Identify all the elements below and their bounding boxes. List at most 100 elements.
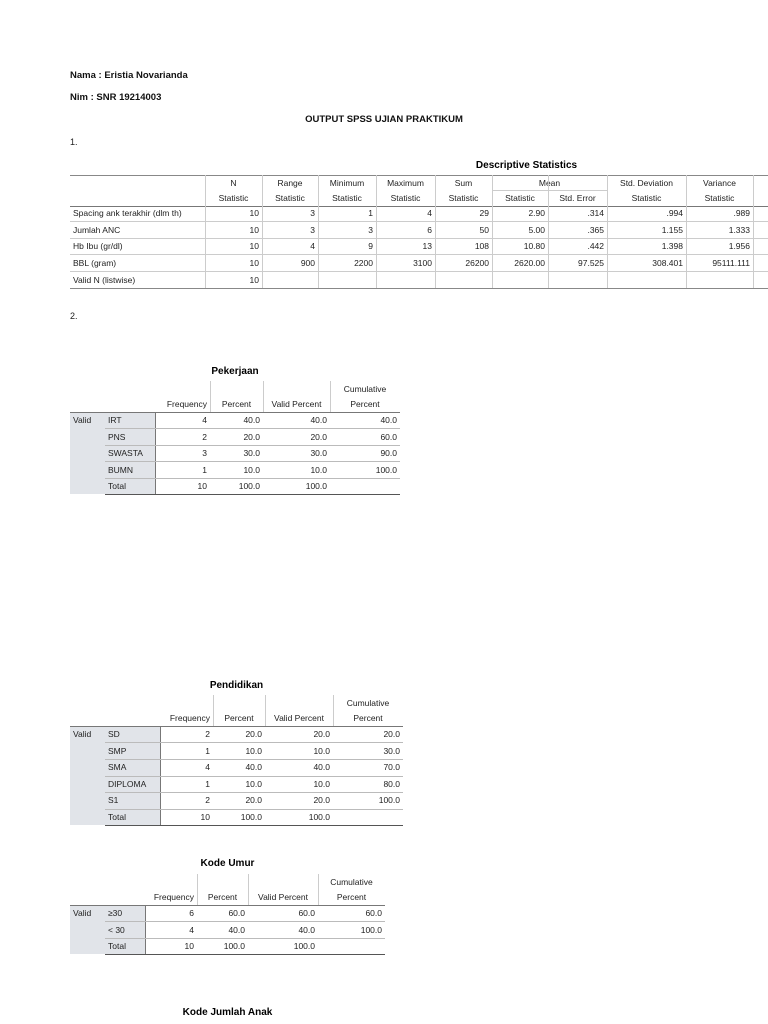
cell-value: 1: [205, 745, 210, 756]
cell-value: 90.0: [380, 448, 397, 458]
cell-value: 70.0: [383, 762, 400, 773]
row-label: Valid N (listwise): [73, 274, 136, 285]
column-header: Valid Percent: [258, 892, 308, 902]
cell-value: .314: [587, 208, 604, 218]
cell-value: 3: [310, 208, 315, 218]
column-subheader: Statistic: [631, 193, 662, 203]
cell-value: 26200: [465, 258, 489, 269]
section-number: 1.: [70, 137, 78, 147]
column-header: Frequency: [153, 892, 194, 902]
rule: [210, 381, 211, 412]
cell-value: 40.0: [245, 762, 262, 773]
group-label: Valid: [73, 908, 92, 918]
cell-value: 10.0: [313, 745, 330, 756]
rule: [105, 428, 400, 429]
cell-value: 100.0: [238, 481, 260, 491]
rule: [263, 381, 264, 412]
row-label: S1: [108, 795, 119, 806]
column-subheader: Statistic: [390, 193, 421, 203]
column-header: Cumulative: [343, 384, 387, 394]
rule: [70, 412, 400, 413]
column-header: Percent: [336, 892, 367, 902]
cell-value: 10.0: [245, 778, 262, 789]
rule: [105, 478, 400, 479]
cell-value: 100.0: [305, 481, 327, 491]
rule: [70, 175, 768, 176]
column-header: Percent: [353, 713, 383, 723]
cell-value: 40.0: [243, 415, 260, 425]
table-title: Kode Umur: [200, 858, 255, 869]
cell-value: 108: [474, 241, 489, 252]
cell-value: 10: [249, 224, 259, 235]
cell-value: 1: [205, 778, 210, 789]
column-header: Variance: [703, 178, 736, 188]
cell-value: 6: [189, 908, 194, 918]
cell-value: 10: [249, 258, 259, 269]
cell-value: 2.90: [528, 208, 545, 218]
cell-value: 3: [310, 224, 315, 235]
rule: [105, 809, 403, 810]
rule: [435, 175, 436, 288]
student-nim: Nim : SNR 19214003: [70, 92, 162, 103]
rule: [70, 271, 768, 272]
cell-value: 900: [300, 258, 315, 269]
rule: [105, 494, 400, 495]
row-label: < 30: [108, 924, 125, 935]
row-label: Total: [108, 941, 126, 951]
row-label: BBL (gram): [73, 258, 117, 269]
cell-value: 10: [249, 241, 259, 252]
cell-value: 40.0: [380, 415, 397, 425]
cell-value: 60.0: [298, 908, 315, 918]
cell-value: .365: [587, 224, 604, 235]
rule: [70, 726, 403, 727]
group-label: Valid: [73, 415, 92, 425]
cell-value: 10.0: [310, 464, 327, 475]
rule: [753, 175, 754, 288]
column-subheader: Statistic: [704, 193, 735, 203]
cell-value: 97.525: [578, 258, 604, 269]
row-label: SD: [108, 729, 120, 739]
cell-value: 80.0: [383, 778, 400, 789]
cell-value: 10.0: [245, 745, 262, 756]
column-subheader: Statistic: [448, 193, 479, 203]
row-label: SWASTA: [108, 448, 143, 458]
row-label: PNS: [108, 431, 126, 442]
column-subheader: Std. Error: [559, 193, 596, 203]
row-label: IRT: [108, 415, 122, 425]
row-label: DIPLOMA: [108, 778, 147, 789]
cell-value: 10: [184, 941, 194, 951]
student-name: Nama : Eristia Novarianda: [70, 70, 188, 81]
cell-value: 20.0: [313, 795, 330, 806]
rule: [70, 288, 768, 289]
cell-value: 50: [479, 224, 489, 235]
rule: [607, 175, 608, 288]
rule: [70, 221, 768, 222]
row-label: Total: [108, 812, 126, 822]
column-header: Cumulative: [330, 877, 373, 887]
rule: [376, 175, 377, 288]
column-header: Frequency: [166, 399, 207, 409]
cell-value: 30.0: [310, 448, 327, 458]
cell-value: 3100: [413, 258, 432, 269]
cell-value: 5.00: [528, 224, 545, 235]
column-header: Cumulative: [346, 698, 390, 708]
cell-value: 10: [249, 208, 259, 218]
rule: [70, 254, 768, 255]
column-header: N: [230, 178, 237, 188]
row-label-shade: [70, 412, 155, 494]
rule: [197, 874, 198, 905]
rule: [248, 874, 249, 905]
cell-value: 10.0: [313, 778, 330, 789]
column-header: Percent: [350, 399, 380, 409]
cell-value: 2620.00: [514, 258, 545, 269]
cell-value: 40.0: [310, 415, 327, 425]
table-title: Pendidikan: [209, 680, 264, 691]
rule: [262, 175, 263, 288]
row-label: SMA: [108, 762, 127, 773]
cell-value: 308.401: [652, 258, 683, 269]
cell-value: 2: [205, 729, 210, 739]
row-label: ≥30: [108, 908, 123, 918]
group-label: Valid: [73, 729, 92, 739]
column-header: Percent: [221, 399, 252, 409]
